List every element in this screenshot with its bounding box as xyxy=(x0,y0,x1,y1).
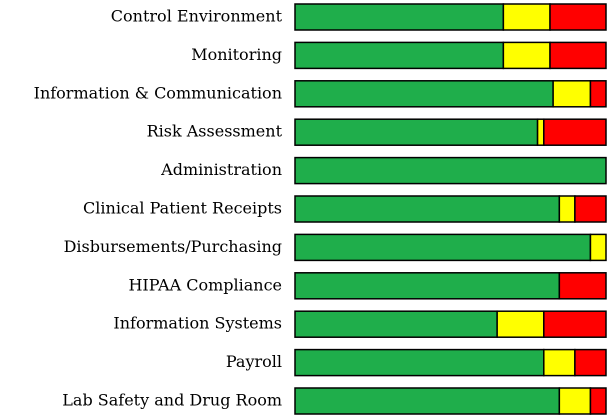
bar-segment xyxy=(294,156,607,185)
bar-segment xyxy=(294,195,561,223)
bar-segment xyxy=(543,310,607,338)
category-label: Clinical Patient Receipts xyxy=(83,199,282,218)
bar-segment xyxy=(558,387,592,415)
bar-segment xyxy=(502,41,551,70)
category-label: Monitoring xyxy=(191,45,282,64)
bar-segment xyxy=(294,348,545,377)
category-label: Disbursements/Purchasing xyxy=(64,237,282,256)
bar-segment xyxy=(294,310,498,338)
category-label: Risk Assessment xyxy=(147,122,283,141)
category-label: Payroll xyxy=(226,352,282,371)
bar-segment xyxy=(536,118,545,146)
bar-segment xyxy=(294,387,561,415)
bar-segment xyxy=(294,41,505,70)
bar-segment xyxy=(543,118,607,146)
category-label: Administration xyxy=(160,160,282,179)
bar-segment xyxy=(549,41,607,70)
bar-segment xyxy=(558,272,607,300)
bar-segment xyxy=(294,80,554,108)
category-label: Lab Safety and Drug Room xyxy=(62,391,282,410)
bar-segment xyxy=(549,3,607,31)
bar-segment xyxy=(543,348,576,377)
category-label: Information & Communication xyxy=(34,83,282,102)
bar-segment xyxy=(552,80,592,108)
bar-segment xyxy=(574,348,607,377)
bar-segment xyxy=(294,272,561,300)
category-label: HIPAA Compliance xyxy=(128,275,282,294)
bar-segment xyxy=(558,195,576,223)
category-label: Control Environment xyxy=(111,7,283,26)
bar-segment xyxy=(589,233,607,262)
category-label: Information Systems xyxy=(113,314,282,333)
bar-segment xyxy=(502,3,551,31)
bar-segment xyxy=(294,233,592,262)
bar-segment xyxy=(589,80,607,108)
bar-segment xyxy=(294,3,505,31)
bar-segment xyxy=(574,195,607,223)
bar-segment xyxy=(496,310,545,338)
bar-segment xyxy=(294,118,539,146)
bar-segment xyxy=(589,387,607,415)
